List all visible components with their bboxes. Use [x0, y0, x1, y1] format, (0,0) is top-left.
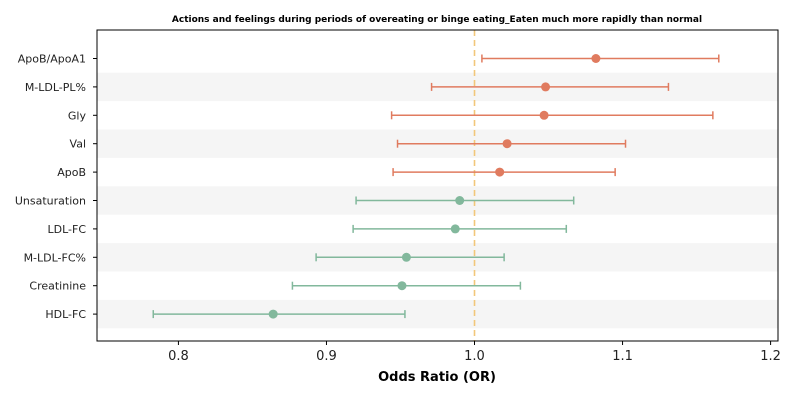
category-label: Val — [70, 138, 86, 151]
odds-ratio-point — [541, 82, 551, 92]
category-label: Gly — [68, 109, 87, 122]
odds-ratio-point — [591, 54, 601, 63]
odds-ratio-point — [455, 196, 465, 205]
x-tick-label: 1.0 — [464, 349, 485, 364]
category-label: ApoB — [57, 166, 86, 179]
odds-ratio-point — [539, 110, 549, 120]
category-label: LDL-FC — [47, 223, 86, 236]
odds-ratio-point — [397, 281, 407, 291]
x-tick-label: 1.2 — [760, 349, 781, 364]
x-axis: 0.8 0.9 1.0 1.1 1.2 — [93, 29, 781, 364]
x-axis-title: Odds Ratio (OR) — [378, 370, 496, 385]
odds-ratio-point — [495, 167, 505, 177]
plot-frame — [96, 29, 779, 342]
chart-title: Actions and feelings during periods of o… — [172, 15, 702, 25]
category-label: Creatinine — [29, 280, 86, 293]
category-label: M-LDL-PL% — [25, 81, 86, 94]
odds-ratio-point — [502, 139, 512, 149]
odds-ratio-point — [401, 252, 411, 262]
odds-ratio-point — [268, 309, 278, 319]
category-labels: ApoB/ApoA1 M-LDL-PL% Gly Val ApoB Unsaturatio… — [15, 53, 87, 322]
category-label: HDL-FC — [45, 308, 86, 321]
category-label: Unsaturation — [15, 195, 86, 208]
category-label: ApoB/ApoA1 — [18, 53, 86, 66]
confidence-interval-layer — [152, 54, 720, 319]
x-tick-label: 1.1 — [612, 349, 633, 364]
x-tick-label: 0.9 — [316, 349, 337, 364]
category-label: M-LDL-FC% — [24, 251, 86, 264]
odds-ratio-point — [450, 224, 460, 234]
x-tick-label: 0.8 — [168, 349, 189, 364]
